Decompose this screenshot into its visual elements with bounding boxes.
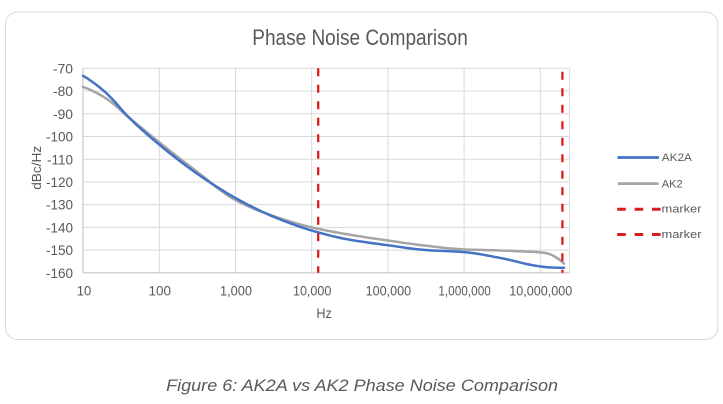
svg-text:-110: -110 [47, 152, 73, 167]
svg-text:-160: -160 [46, 266, 73, 281]
svg-text:10,000,000: 10,000,000 [509, 283, 572, 298]
svg-text:Hz: Hz [316, 306, 332, 321]
svg-text:AK2: AK2 [662, 178, 683, 190]
svg-text:-100: -100 [46, 130, 73, 145]
svg-text:1,000: 1,000 [220, 283, 252, 298]
svg-text:-80: -80 [53, 84, 73, 99]
svg-text:-140: -140 [46, 221, 73, 236]
svg-text:-150: -150 [46, 243, 73, 258]
svg-text:-70: -70 [53, 61, 73, 76]
svg-text:dBc/Hz: dBc/Hz [29, 146, 44, 190]
svg-text:Phase Noise Comparison: Phase Noise Comparison [252, 25, 467, 50]
svg-text:100: 100 [149, 283, 172, 298]
svg-text:-120: -120 [46, 175, 73, 190]
svg-text:-90: -90 [53, 107, 73, 122]
svg-text:AK2A: AK2A [662, 152, 693, 164]
svg-text:10: 10 [77, 283, 92, 298]
svg-text:10,000: 10,000 [293, 283, 332, 298]
svg-text:marker: marker [662, 229, 702, 241]
svg-text:1,000,000: 1,000,000 [438, 283, 491, 298]
svg-text:100,000: 100,000 [366, 283, 412, 298]
svg-text:marker: marker [662, 204, 702, 216]
svg-text:Figure 6: AK2A vs AK2 Phase No: Figure 6: AK2A vs AK2 Phase Noise Compar… [166, 376, 558, 395]
svg-text:-130: -130 [46, 198, 73, 213]
